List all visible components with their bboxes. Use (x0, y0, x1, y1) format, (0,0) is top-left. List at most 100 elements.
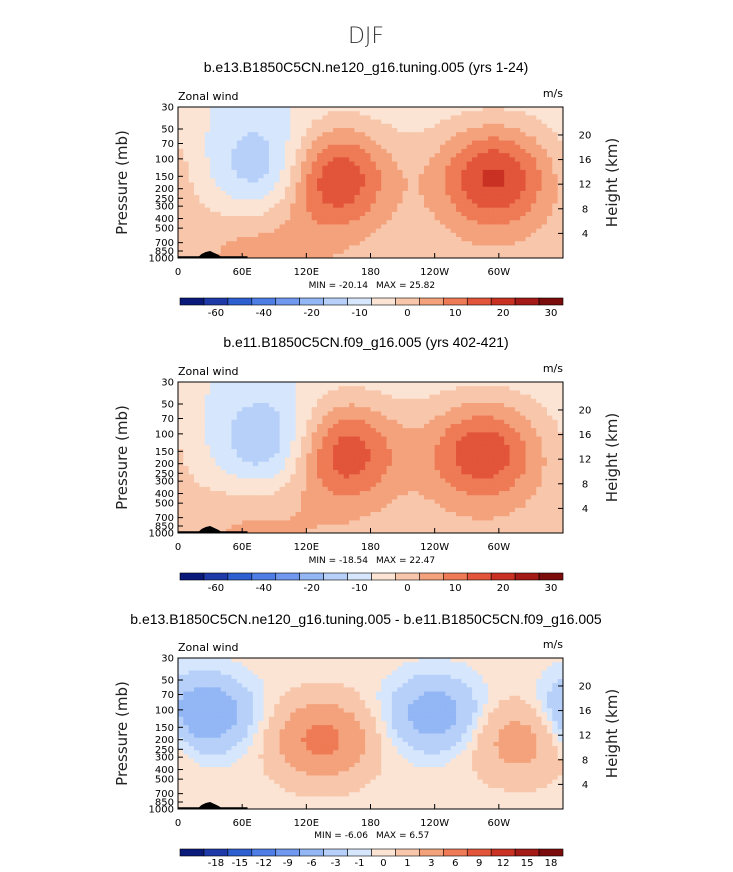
field-cell (306, 528, 313, 533)
field-cell (231, 153, 238, 158)
field-cell (440, 207, 446, 213)
field-cell (418, 174, 425, 179)
field-cell (477, 394, 484, 400)
field-cell (413, 423, 420, 429)
field-cell (488, 232, 495, 238)
field-cell (434, 174, 441, 179)
field-cell (381, 390, 388, 396)
field-cell (461, 428, 468, 433)
field-cell (541, 157, 548, 163)
field-cell (199, 165, 206, 171)
field-cell (204, 470, 211, 475)
field-cell (284, 419, 291, 425)
field-cell (258, 195, 265, 200)
field-cell (242, 457, 249, 463)
field-cell (306, 132, 313, 137)
field-cell (327, 503, 334, 509)
field-cell (220, 119, 227, 125)
field-cell (338, 398, 345, 404)
field-cell (504, 216, 511, 221)
field-cell (488, 169, 495, 175)
field-cell (423, 428, 430, 433)
field-cell (247, 436, 254, 442)
field-cell (247, 390, 254, 396)
field-cell (354, 432, 361, 438)
field-cell (247, 253, 254, 258)
field-cell (514, 428, 521, 433)
field-cell (327, 474, 334, 480)
field-cell (461, 495, 468, 501)
field-cell (365, 503, 372, 509)
field-cell (215, 453, 222, 459)
field-cell (472, 382, 479, 387)
field-cell (440, 153, 446, 158)
field-cell (381, 423, 388, 429)
field-cell (413, 199, 420, 205)
field-cell (290, 440, 297, 446)
field-cell (370, 115, 377, 121)
field-cell (333, 203, 340, 209)
field-cell (204, 453, 211, 459)
field-cell (525, 115, 532, 121)
field-cell (274, 207, 281, 213)
field-cell (178, 190, 184, 196)
field-cell (402, 249, 409, 255)
field-cell (333, 207, 340, 213)
field-cell (450, 182, 457, 188)
field-cell (557, 249, 563, 255)
field-cell (183, 457, 190, 463)
field-cell (231, 411, 238, 417)
field-cell (445, 394, 452, 400)
field-cell (482, 507, 489, 513)
field-cell (407, 444, 414, 450)
field-cell (204, 478, 211, 484)
field-cell (375, 228, 382, 234)
field-cell (514, 232, 521, 238)
field-cell (514, 390, 521, 396)
field-cell (370, 161, 377, 167)
field-cell (290, 528, 297, 533)
field-cell (386, 132, 393, 137)
field-cell (477, 419, 484, 425)
field-cell (504, 115, 511, 121)
field-cell (434, 512, 441, 517)
field-cell (391, 165, 398, 171)
field-cell (413, 528, 420, 533)
field-cell (274, 178, 281, 184)
field-cell (183, 161, 190, 167)
field-cell (311, 169, 318, 175)
field-cell (247, 495, 254, 501)
field-cell (456, 482, 463, 488)
field-cell (413, 161, 420, 167)
field-cell (349, 211, 356, 217)
field-cell (274, 165, 281, 171)
field-cell (488, 407, 495, 412)
field-cell (413, 419, 420, 425)
field-cell (466, 482, 473, 488)
field-cell (466, 440, 473, 446)
field-cell (295, 499, 302, 505)
field-cell (279, 507, 286, 513)
field-cell (284, 482, 291, 488)
field-cell (226, 174, 233, 179)
field-cell (429, 415, 436, 421)
field-cell (322, 174, 329, 179)
field-cell (220, 524, 227, 530)
field-cell (466, 449, 473, 454)
field-cell (461, 436, 468, 442)
field-cell (386, 499, 393, 505)
field-cell (472, 186, 479, 192)
field-cell (375, 199, 382, 205)
field-cell (354, 178, 361, 184)
field-cell (370, 512, 377, 517)
field-cell (402, 436, 409, 442)
field-cell (295, 419, 302, 425)
field-cell (333, 186, 340, 192)
field-cell (290, 507, 297, 513)
field-cell (450, 207, 457, 213)
field-cell (370, 148, 377, 154)
field-cell (242, 436, 249, 442)
field-cell (252, 495, 259, 501)
field-cell (338, 111, 345, 116)
field-cell (391, 386, 398, 391)
